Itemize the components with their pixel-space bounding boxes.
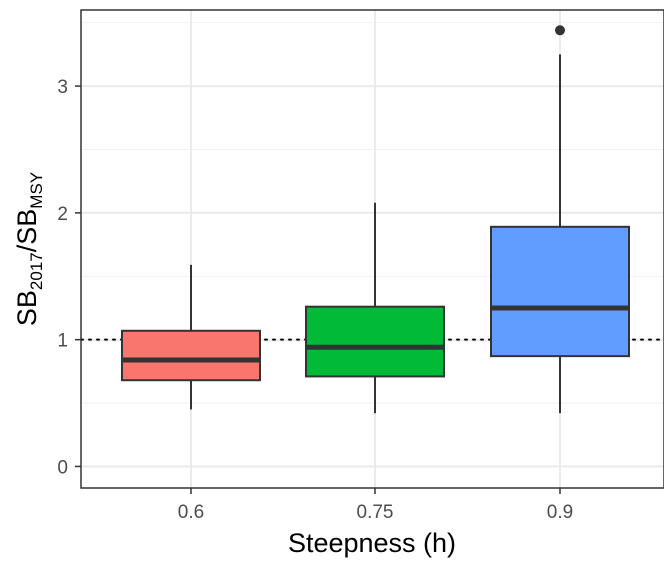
y-axis-title-sub2: MSY <box>27 172 46 209</box>
x-axis: 0.6 0.75 0.9 <box>178 488 573 523</box>
box-0-75 <box>305 202 445 414</box>
outlier-point <box>555 25 565 36</box>
box-0-6 <box>121 264 261 410</box>
iqr-box <box>490 225 630 358</box>
y-tick-label: 1 <box>57 331 68 352</box>
grid-minor <box>81 22 664 404</box>
x-tick-label: 0.6 <box>178 502 204 523</box>
y-tick-label: 2 <box>57 204 68 225</box>
box-0-9 <box>490 25 630 414</box>
y-axis-title-part2: SB <box>12 209 42 245</box>
iqr-box <box>305 305 445 378</box>
y-axis-title: SB2017/SBMSY <box>12 172 46 326</box>
y-tick-label: 0 <box>57 457 68 478</box>
x-tick-label: 0.75 <box>357 502 394 523</box>
iqr-box <box>121 329 261 382</box>
y-axis-title-part1: SB <box>12 290 42 326</box>
box-layer <box>121 25 630 414</box>
x-axis-title: Steepness (h) <box>288 528 456 558</box>
y-axis-title-sub1: 2017 <box>27 252 46 290</box>
y-axis-title-slash: / <box>12 244 42 252</box>
y-axis: 0 1 2 3 <box>57 77 81 478</box>
y-tick-label: 3 <box>57 77 68 98</box>
x-tick-label: 0.9 <box>547 502 573 523</box>
plot-border <box>80 9 664 489</box>
